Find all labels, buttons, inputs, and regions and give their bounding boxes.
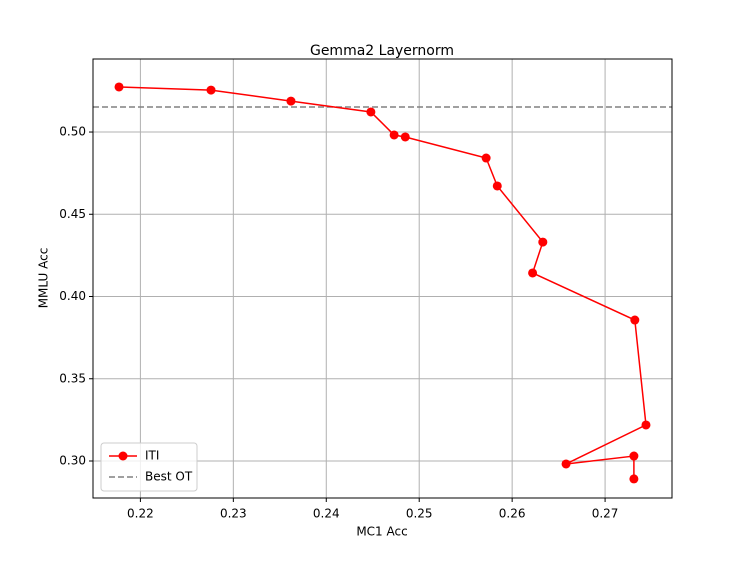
data-point [389,130,399,140]
y-tick-label: 0.40 [59,289,86,303]
series-line [118,86,647,479]
x-tick-label: 0.22 [127,507,154,521]
legend: ITI Best OT [100,442,198,492]
y-tick-label: 0.50 [59,125,86,139]
x-tick-label: 0.25 [406,507,433,521]
data-point [538,237,548,247]
x-tick-label: 0.23 [220,507,247,521]
data-point [492,181,502,191]
legend-label: ITI [145,449,159,463]
data-point [286,96,296,106]
y-axis-label: MMLU Acc [37,248,51,309]
data-point [629,451,639,461]
y-tick-label: 0.35 [59,371,86,385]
plot-frame [92,58,673,499]
x-tick-label: 0.24 [313,507,340,521]
data-point [481,153,491,163]
x-tick-label: 0.27 [592,507,619,521]
data-point [641,420,651,430]
legend-marker [118,451,128,461]
x-tick-label: 0.26 [499,507,526,521]
data-point [630,315,640,325]
y-tick-label: 0.45 [59,207,86,221]
data-point [400,132,410,142]
chart-title: Gemma2 Layernorm [310,43,454,59]
data-point [206,85,216,95]
x-axis-label: MC1 Acc [356,525,407,539]
data-point [366,107,376,117]
y-tick-label: 0.30 [59,453,86,467]
legend-label: Best OT [145,470,193,484]
data-point [629,474,639,484]
data-point [561,459,571,469]
data-point [528,268,538,278]
data-point [114,82,124,92]
